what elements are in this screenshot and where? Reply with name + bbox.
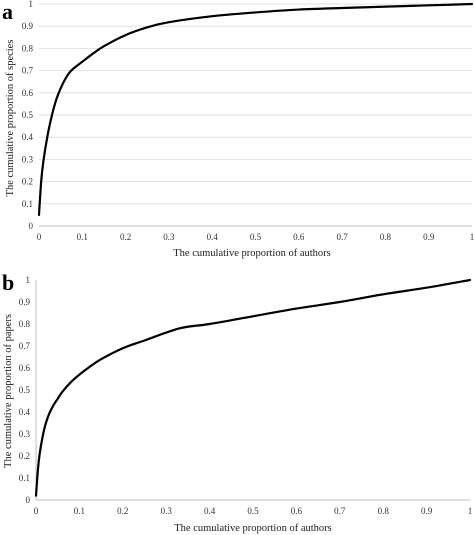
panel-b-x-tick-label: 1 [468,506,473,516]
panel-a-y-tick-label: 0.5 [22,110,34,120]
panel-a-x-tick-label: 0.9 [423,232,435,242]
panel-b-y-tick-labels: 0 0.1 0.2 0.3 0.4 0.5 0.6 0.7 0.8 0.9 1 [19,275,31,505]
panel-a-y-tick-label: 0.4 [22,132,34,142]
panel-a-x-tick-label: 0.4 [207,232,219,242]
panel-b-y-tick-label: 0.2 [19,451,30,461]
panel-a-letter: a [2,0,13,24]
panel-b-y-tick-label: 0.4 [19,407,31,417]
panel-a-y-tick-label: 0.7 [22,66,34,76]
panel-a-x-tick-label: 0.1 [77,232,88,242]
panel-b-y-tick-label: 0.5 [19,385,31,395]
panel-a-y-tick-label: 1 [29,0,34,9]
panel-b-x-tick-label: 0.2 [117,506,128,516]
panel-b-y-tick-label: 0.3 [19,429,31,439]
panel-a-x-tick-label: 0.5 [250,232,262,242]
panel-a-x-axis-title: The cumulative proportion of authors [173,248,330,259]
panel-a-x-tick-label: 0.6 [293,232,305,242]
panel-b-y-tick-label: 0.6 [19,363,31,373]
panel-a-grid [39,3,472,205]
panel-b-x-axis-title: The cumulative proportion of authors [174,523,331,534]
panel-a-x-tick-labels: 0 0.1 0.2 0.3 0.4 0.5 0.6 0.7 0.8 0.9 1 [37,232,474,242]
panel-b-x-tick-label: 0 [34,506,39,516]
panel-a-x-tick-label: 0.8 [380,232,392,242]
panel-b-x-tick-label: 0.9 [421,506,433,516]
panel-b-x-tick-label: 0.4 [204,506,216,516]
panel-a-x-tick-label: 0.2 [120,232,131,242]
panel-a-y-tick-label: 0.8 [22,43,34,53]
panel-a-x-tick-label: 1 [470,232,474,242]
panel-b-y-tick-label: 0.7 [19,341,31,351]
panel-a-y-tick-label: 0 [29,221,34,231]
panel-a-y-tick-label: 0.6 [22,88,34,98]
panel-a-y-tick-label: 0.2 [22,177,33,187]
panel-a-y-axis-title: The cumulative proportion of species [5,40,16,197]
panel-a: a 00.10.20.30.40.50.60.70.80.91 0 0.1 0.2 0… [2,0,474,259]
panel-b-y-tick-label: 0.9 [19,297,31,307]
panel-b-x-tick-label: 0.8 [378,506,390,516]
panel-b-y-tick-label: 0.1 [19,473,30,483]
panel-a-series-line [37,2,474,216]
panel-a-y-tick-label: 0.1 [22,199,33,209]
panel-b-x-tick-label: 0.1 [74,506,85,516]
panel-a-y-tick-labels: 0 0.1 0.2 0.3 0.4 0.5 0.6 0.7 0.8 0.9 1 [22,0,34,231]
panel-a-x-tick-label: 0.3 [163,232,175,242]
panel-b-y-axis-title: The cumulative proportion of papers [3,314,14,468]
panel-b-x-tick-labels: 0 0.1 0.2 0.3 0.4 0.5 0.6 0.7 0.8 0.9 1 [34,506,473,516]
panel-a-x-tick-label: 0 [37,232,42,242]
panel-b-y-tick-label: 0.8 [19,319,31,329]
panel-b-x-tick-label: 0.3 [161,506,173,516]
panel-b: b 00.10.20.30.40.50.60.70.80.91 0 0.1 0.2 0… [2,270,472,534]
panel-b-y-tick-label: 0 [26,495,31,505]
panel-b-x-tick-label: 0.6 [291,506,303,516]
panel-a-y-tick-label: 0.3 [22,154,34,164]
panel-a-x-tick-label: 0.7 [336,232,348,242]
panel-b-letter: b [2,270,14,295]
panel-b-y-tick-label: 1 [26,275,31,285]
panel-b-x-tick-label: 0.5 [247,506,259,516]
panel-a-y-tick-label: 0.9 [22,21,34,31]
panel-b-axes [35,280,470,501]
panel-b-x-tick-label: 0.7 [334,506,346,516]
panel-b-series-line [34,278,472,497]
